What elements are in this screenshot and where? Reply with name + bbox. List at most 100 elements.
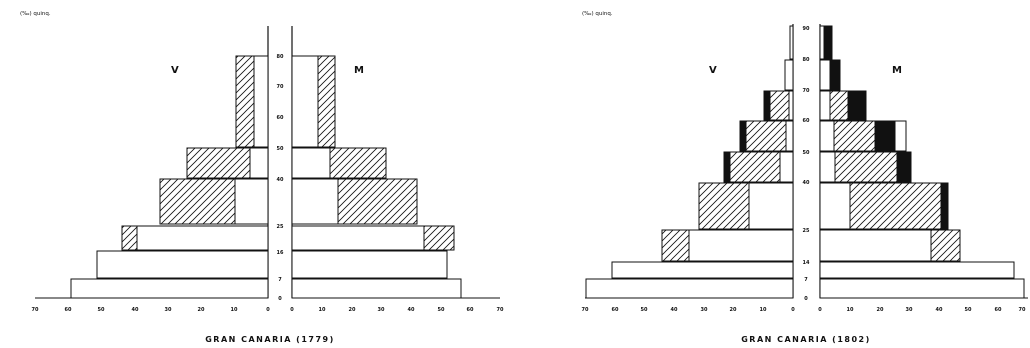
x-tick: 30 [906, 307, 913, 313]
x-tick: 30 [701, 307, 708, 313]
age-tick: 80 [803, 57, 810, 63]
bar-1779-m-16-hatch [423, 225, 455, 251]
bar-1802-m-50-black [874, 120, 896, 152]
bar-1802-v-50-hatch [745, 120, 787, 152]
age-tick: 70 [803, 88, 810, 94]
bar-1802-v-14-hatch [661, 229, 690, 262]
x-tick: 60 [995, 307, 1002, 313]
x-tick: 0 [290, 307, 294, 313]
bar-1779-m-40-hatch [329, 147, 387, 179]
x-tick: 10 [319, 307, 326, 313]
bar-1802-m-25-black [940, 182, 949, 230]
bar-1802-m-40-black [896, 151, 912, 183]
x-tick: 30 [165, 307, 172, 313]
x-tick: 20 [730, 307, 737, 313]
unit-label: (‰) quinq. [20, 11, 51, 17]
bar-1779-m-25-hatch [337, 178, 418, 225]
bar-1802-v-50-black [739, 120, 747, 152]
x-tick: 70 [582, 307, 589, 313]
bar-1802-v-60-black [763, 90, 771, 121]
age-tick: 25 [803, 228, 810, 234]
x-tick: 20 [877, 307, 884, 313]
age-tick: 70 [277, 84, 284, 90]
bar-1802-v-25-hatch [698, 182, 750, 230]
bar-1779-v-50-hatch [235, 55, 255, 148]
bar-1802-v-70 [784, 59, 794, 91]
x-tick: 0 [791, 307, 795, 313]
bar-1802-m-80-black [823, 25, 833, 60]
x-tick: 60 [65, 307, 72, 313]
x-tick: 60 [467, 307, 474, 313]
bar-1779-v-16 [121, 225, 269, 251]
bar-1802-m-40-hatch [834, 151, 898, 183]
x-tick: 20 [349, 307, 356, 313]
bar-1779-v-40-hatch [186, 147, 251, 179]
females-label: M [892, 65, 902, 76]
bar-1802-v-7 [611, 261, 794, 279]
x-tick: 0 [266, 307, 270, 313]
chart-title: GRAN CANARIA (1802) [741, 335, 871, 344]
x-tick: 40 [936, 307, 943, 313]
x-tick: 60 [612, 307, 619, 313]
pyramid-1779: (‰) quinq. V M 0 7 16 25 [20, 11, 504, 344]
age-tick: 16 [277, 250, 284, 256]
bar-1802-m-14-hatch [930, 229, 961, 262]
bar-1779-v-0 [70, 278, 269, 299]
age-tick: 60 [277, 115, 284, 121]
x-tick: 0 [818, 307, 822, 313]
age-tick: 50 [803, 150, 810, 156]
x-tick: 70 [32, 307, 39, 313]
x-tick: 50 [98, 307, 105, 313]
age-tick: 25 [277, 224, 284, 230]
bar-1802-m-0 [819, 278, 1025, 299]
x-tick: 70 [497, 307, 504, 313]
unit-label: (‰) quinq. [582, 11, 613, 17]
age-tick: 7 [278, 277, 282, 283]
x-tick: 30 [378, 307, 385, 313]
x-tick: 70 [1019, 307, 1026, 313]
bar-1779-m-7 [291, 250, 448, 279]
bar-1802-v-60-hatch [769, 90, 790, 121]
age-tick: 7 [804, 277, 808, 283]
pyramid-1802: (‰) quinq. V M [582, 11, 1028, 344]
chart-title: GRAN CANARIA (1779) [205, 335, 335, 344]
x-tick: 10 [847, 307, 854, 313]
x-tick: 10 [760, 307, 767, 313]
bar-1779-m-50-hatch [317, 55, 336, 148]
age-tick: 14 [803, 260, 810, 266]
x-tick: 40 [132, 307, 139, 313]
bar-1779-v-16-hatch [121, 225, 138, 251]
x-tick: 50 [641, 307, 648, 313]
bar-1802-m-60-black [847, 90, 867, 121]
age-tick: 40 [803, 180, 810, 186]
age-tick: 60 [803, 118, 810, 124]
bar-1802-v-40-hatch [729, 151, 781, 183]
x-tick: 40 [408, 307, 415, 313]
bar-1802-m-7 [819, 261, 1015, 279]
bar-1779-v-7 [96, 250, 269, 279]
bar-1779-v-25-hatch [159, 178, 236, 225]
bar-1802-v-80 [789, 25, 794, 60]
bar-1802-v-40-black [723, 151, 731, 183]
bar-1802-m-60-hatch [829, 90, 849, 121]
bar-1802-m-70-black [829, 59, 841, 91]
x-tick: 20 [198, 307, 205, 313]
age-tick: 0 [278, 296, 282, 302]
age-tick: 0 [804, 296, 808, 302]
bar-1802-m-25-hatch [849, 182, 943, 230]
x-tick: 10 [231, 307, 238, 313]
x-tick: 50 [965, 307, 972, 313]
males-label: V [709, 65, 717, 76]
age-tick: 50 [277, 146, 284, 152]
x-tick: 50 [438, 307, 445, 313]
x-tick: 40 [671, 307, 678, 313]
females-label: M [354, 65, 364, 76]
age-tick: 80 [277, 54, 284, 60]
bar-1802-m-50-hatch [833, 120, 876, 152]
age-tick: 90 [803, 26, 810, 32]
bar-1779-m-0 [291, 278, 462, 299]
males-label: V [171, 65, 179, 76]
age-tick: 40 [277, 177, 284, 183]
bar-1802-v-0 [585, 278, 794, 299]
